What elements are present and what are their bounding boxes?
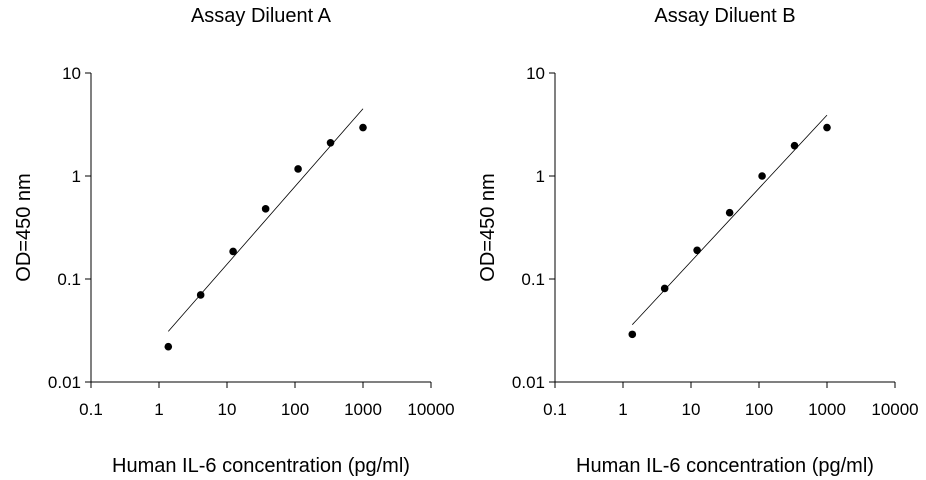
y-tick-label: 10 (62, 64, 81, 83)
x-axis-label: Human IL-6 concentration (pg/ml) (576, 455, 874, 477)
x-tick-label: 100 (745, 400, 773, 419)
x-tick-label: 1000 (344, 400, 382, 419)
y-axis-label: OD=450 nm (13, 173, 35, 281)
y-tick-label: 0.1 (521, 270, 545, 289)
data-point (326, 139, 335, 147)
data-point (164, 342, 173, 351)
x-tick-label: 10 (682, 400, 701, 419)
y-tick-label: 1 (536, 167, 545, 186)
y-axis-label: OD=450 nm (477, 173, 499, 281)
data-point (196, 291, 205, 299)
data-point (660, 284, 669, 293)
y-tick-label: 1 (72, 167, 81, 186)
data-point (261, 205, 270, 213)
chart-panel-2: Assay Diluent B 0.01 0.1 1 10 0.1 1 10 100 1000 10… (477, 5, 919, 477)
y-tick-label: 0.01 (512, 373, 545, 392)
x-tick-label: 10000 (871, 400, 918, 419)
chart-title: Assay Diluent B (654, 5, 795, 27)
chart-title: Assay Diluent A (191, 5, 332, 27)
x-tick-label: 0.1 (79, 400, 103, 419)
chart-panel-1: Assay Diluent A 0.01 0.1 1 10 0.1 1 10 100 1000 10… (13, 5, 455, 477)
x-tick-label: 1000 (808, 400, 846, 419)
x-axis-label: Human IL-6 concentration (pg/ml) (112, 455, 410, 477)
x-tick-label: 10 (218, 400, 237, 419)
x-tick-label: 1 (618, 400, 627, 419)
data-point (725, 208, 734, 217)
data-point (823, 123, 831, 132)
data-point (229, 247, 237, 256)
x-tick-label: 100 (281, 400, 309, 419)
data-point (758, 172, 766, 180)
data-point (359, 123, 367, 132)
data-point (693, 246, 701, 255)
x-tick-label: 10000 (407, 400, 454, 419)
data-point (790, 141, 799, 150)
y-tick-label: 0.1 (57, 270, 81, 289)
y-tick-label: 0.01 (48, 373, 81, 392)
y-tick-label: 10 (526, 64, 545, 83)
data-point (628, 330, 637, 339)
data-point (294, 165, 302, 173)
x-tick-label: 0.1 (543, 400, 567, 419)
x-tick-label: 1 (154, 400, 163, 419)
